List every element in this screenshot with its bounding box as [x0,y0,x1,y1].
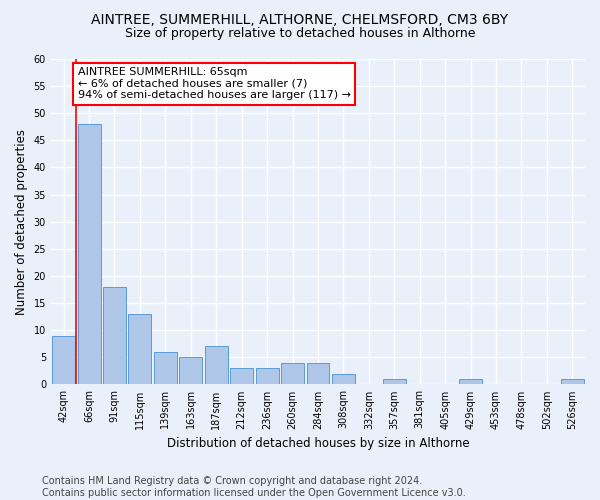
X-axis label: Distribution of detached houses by size in Althorne: Distribution of detached houses by size … [167,437,469,450]
Bar [281,362,304,384]
Bar [561,379,584,384]
Bar [459,379,482,384]
Bar [154,352,177,384]
Bar [128,314,151,384]
Bar [230,368,253,384]
Bar [179,358,202,384]
Y-axis label: Number of detached properties: Number of detached properties [15,128,28,314]
Bar [103,287,126,384]
Bar [52,336,75,384]
Text: Size of property relative to detached houses in Althorne: Size of property relative to detached ho… [125,28,475,40]
Text: Contains HM Land Registry data © Crown copyright and database right 2024.
Contai: Contains HM Land Registry data © Crown c… [42,476,466,498]
Bar [332,374,355,384]
Bar [383,379,406,384]
Bar [205,346,227,385]
Bar [77,124,101,384]
Text: AINTREE SUMMERHILL: 65sqm
← 6% of detached houses are smaller (7)
94% of semi-de: AINTREE SUMMERHILL: 65sqm ← 6% of detach… [77,67,350,100]
Bar [307,362,329,384]
Bar [256,368,278,384]
Text: AINTREE, SUMMERHILL, ALTHORNE, CHELMSFORD, CM3 6BY: AINTREE, SUMMERHILL, ALTHORNE, CHELMSFOR… [91,12,509,26]
